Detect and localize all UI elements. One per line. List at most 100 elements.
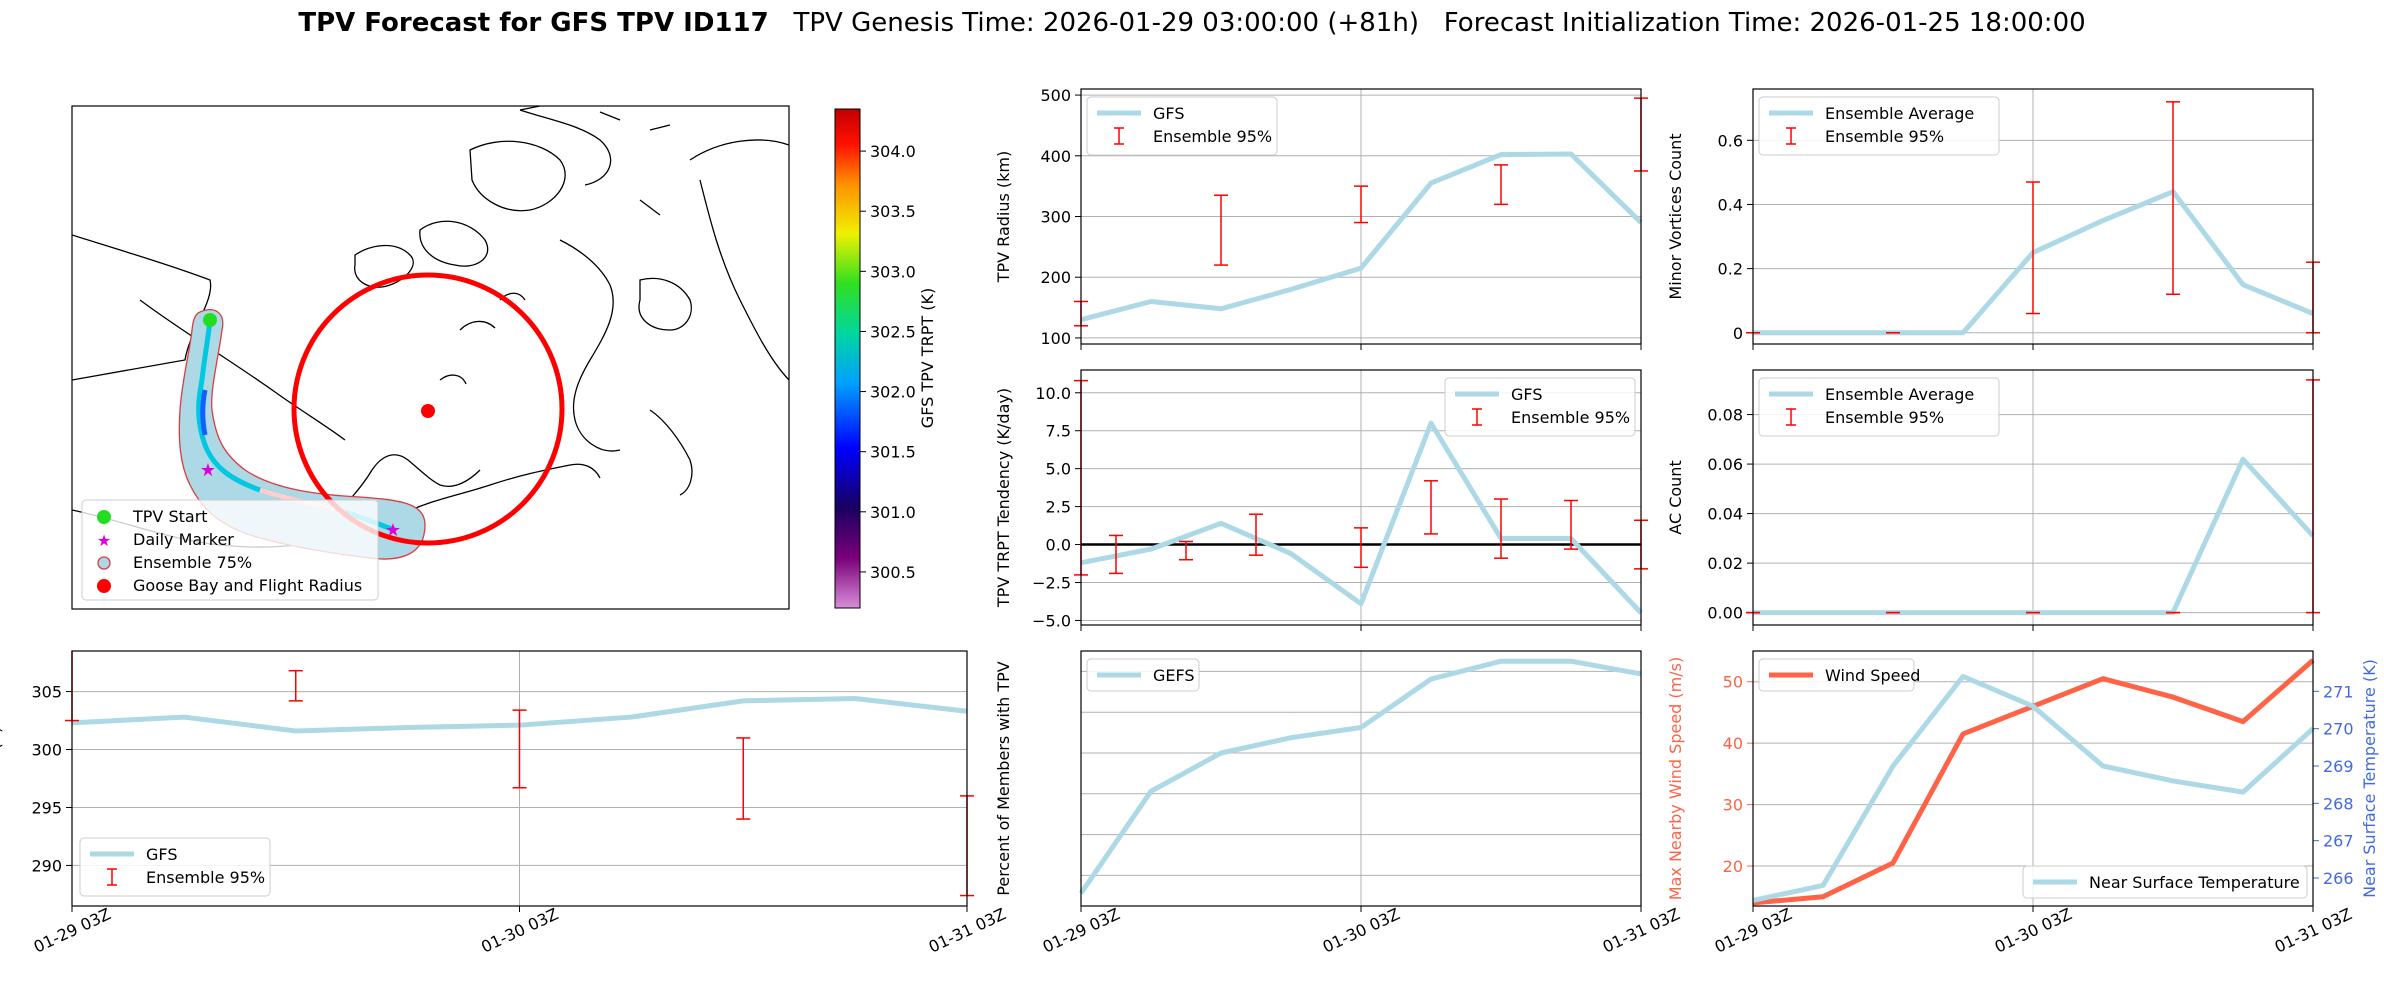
map-island-4: [519, 109, 612, 186]
ac-legend-box-0: [1758, 377, 2000, 437]
radius-ytick-label-2: 300: [1040, 208, 1071, 227]
colorbar-tick-label-6: 303.5: [870, 202, 916, 221]
map-island-3: [469, 140, 566, 212]
tendency-ytick-label-1: −2.5: [1032, 574, 1071, 593]
map-border-line: [139, 299, 346, 441]
wind-series-1-line: [1752, 673, 2315, 903]
wind-ytick-label-0: 20: [1723, 857, 1743, 876]
wind-ytick-label-1: 30: [1723, 796, 1743, 815]
ac-frame: [1752, 369, 2314, 626]
map-panel: ★ ★ TPV Start ★ Daily Marker Ensemble 75…: [71, 105, 937, 610]
map-coast-fragments: [519, 106, 671, 216]
wind-ytick-right-label-2: 268: [2323, 794, 2354, 813]
radius-ylabel: TPV Radius (km): [994, 151, 1013, 284]
ac-ytick-label-3: 0.06: [1707, 455, 1743, 474]
daily-marker-1: ★: [200, 460, 216, 481]
legend-daily-marker: Daily Marker: [133, 530, 234, 549]
ac-ylabel: AC Count: [1666, 460, 1685, 534]
daily-marker-2: ★: [385, 520, 401, 541]
tendency-series-0-line: [1080, 420, 1643, 615]
tendency-ylabel: TPV TRPT Tendency (K/day): [994, 388, 1013, 608]
wind-ytick-right-label-4: 270: [2323, 720, 2354, 739]
map-coast-labrador: [559, 239, 621, 452]
map-island-1: [354, 244, 414, 288]
tendency-frame: [1080, 369, 1642, 626]
wind-ylabel-right: Near Surface Temperature (K): [2360, 659, 2379, 898]
tendency-ytick-label-6: 10.0: [1035, 384, 1071, 403]
chart-wind: 20 30 40 50 266 267 268 269 270 271 01-29 03Z 01-30…: [1666, 650, 2379, 957]
wind-xtick-label-0: 01-29 03Z: [1712, 904, 1795, 956]
radius-legend-label-1: Ensemble 95%: [1153, 127, 1272, 146]
map-coast-newfoundland: [649, 409, 693, 496]
flight-radius-circle: [291, 272, 565, 546]
members-series-0-line: [1078, 658, 1642, 895]
tendency-ytick-label-5: 7.5: [1046, 422, 1071, 441]
tendency-ytick-label-2: 0.0: [1046, 536, 1071, 555]
wind-ytick-right-label-5: 271: [2323, 682, 2354, 701]
radius-frame: [1080, 88, 1642, 345]
trpt-frame: [71, 650, 968, 907]
figure-title-id: TPV Forecast for GFS TPV ID117: [298, 8, 769, 38]
trpt-ytick-label-1: 295: [31, 798, 62, 817]
legend-tpv-start: TPV Start: [132, 507, 208, 526]
chart-minor: 0 0.2 0.4 0.6 Minor Vortices Count Ensemble A…: [1666, 88, 2320, 350]
tpv-start-marker: [203, 313, 217, 327]
members-legend-box-0: [1086, 658, 1200, 692]
wind-legend-box-1: [2022, 865, 2308, 899]
map-island-5: [638, 277, 692, 331]
minor-ytick-label-1: 0.2: [1718, 260, 1743, 279]
ac-legend-label-1: Ensemble 95%: [1825, 408, 1944, 427]
map-legend: TPV Start ★ Daily Marker Ensemble 75% Go…: [81, 499, 379, 601]
members-frame: [1080, 650, 1642, 907]
legend-daily-marker-icon: ★: [97, 531, 111, 550]
trpt-legend-label-1: Ensemble 95%: [146, 868, 265, 887]
wind-ylabel: Max Nearby Wind Speed (m/s): [1666, 657, 1685, 900]
colorbar-tick-label-0: 300.5: [870, 563, 916, 582]
minor-legend-box-0: [1758, 96, 2000, 156]
goose-bay-marker: [421, 404, 435, 418]
trpt-ytick-label-2: 300: [31, 741, 62, 760]
legend-ensemble-75: Ensemble 75%: [133, 553, 252, 572]
minor-ylabel: Minor Vortices Count: [1666, 133, 1685, 299]
radius-series-0-line: [1080, 151, 1643, 323]
legend-tpv-start-marker: [97, 510, 111, 524]
colorbar-tick-label-5: 303.0: [870, 262, 916, 281]
tendency-ytick-label-0: −5.0: [1032, 611, 1071, 630]
colorbar: [834, 108, 861, 609]
chart-trpt: 290 295 300 305 01-29 03Z 01-30 03Z 01-31 03Z T…: [0, 650, 1009, 957]
wind-legend-label-0: Wind Speed: [1825, 666, 1920, 685]
tendency-ytick-label-4: 5.0: [1046, 460, 1071, 479]
map-coast-greenland: [699, 179, 789, 381]
colorbar-tick-label-1: 301.0: [870, 503, 916, 522]
ensemble-75-area: [178, 309, 426, 560]
figure-title-genesis: TPV Genesis Time: 2026-01-29 03:00:00 (+…: [793, 8, 1419, 38]
trpt-ylabel: TPV TRPT (K): [0, 727, 4, 832]
colorbar-tick-label-3: 302.0: [870, 383, 916, 402]
wind-ytick-right-label-3: 269: [2323, 757, 2354, 776]
wind-legend-label-0: Near Surface Temperature: [2089, 873, 2300, 892]
legend-goose-bay: Goose Bay and Flight Radius: [133, 576, 362, 595]
wind-ytick-label-3: 50: [1723, 673, 1743, 692]
tendency-legend-label-1: Ensemble 95%: [1511, 408, 1630, 427]
members-xtick-label-2: 01-31 03Z: [1600, 904, 1683, 956]
radius-ytick-label-4: 500: [1040, 86, 1071, 105]
minor-legend-label-1: Ensemble 95%: [1825, 127, 1944, 146]
legend-goose-bay-marker: [97, 579, 111, 593]
chart-members: 01-29 03Z 01-30 03Z 01-31 03Z Percent of Me…: [994, 650, 1683, 957]
tendency-legend-label-0: GFS: [1511, 385, 1542, 404]
map-coast-east: [399, 463, 601, 516]
legend-ensemble-75-marker: [97, 556, 111, 570]
wind-legend-box-0: [1758, 658, 1915, 692]
trpt-ytick-label-0: 290: [31, 856, 62, 875]
colorbar-tick-label-4: 302.5: [870, 322, 916, 341]
members-xtick-label-0: 01-29 03Z: [1040, 904, 1123, 956]
ac-ytick-label-4: 0.08: [1707, 406, 1743, 425]
minor-ytick-label-3: 0.6: [1718, 131, 1743, 150]
minor-frame: [1752, 88, 2314, 345]
colorbar-label: GFS TPV TRPT (K): [918, 288, 937, 428]
wind-xtick-label-2: 01-31 03Z: [2272, 904, 2355, 956]
ac-ytick-label-0: 0.00: [1707, 604, 1743, 623]
members-xtick-label-1: 01-30 03Z: [1320, 904, 1403, 956]
